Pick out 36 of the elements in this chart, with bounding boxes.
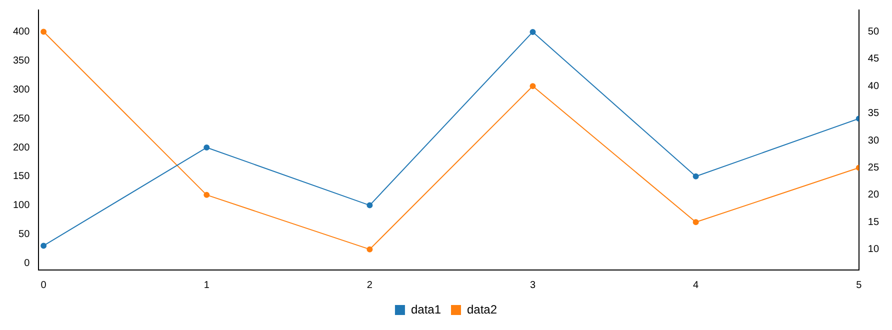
point xyxy=(40,28,47,35)
y2-tick-label: 25 xyxy=(868,162,880,174)
y-tick-label: 200 xyxy=(12,142,30,154)
x-tick-label: 1 xyxy=(204,280,210,291)
point xyxy=(366,202,373,208)
point xyxy=(40,242,47,249)
point xyxy=(366,246,373,252)
y-tick-label: 50 xyxy=(18,228,30,240)
legend-label: data1 xyxy=(410,302,442,316)
point xyxy=(530,83,536,90)
point xyxy=(204,144,210,151)
y2-tick-label: 45 xyxy=(868,54,880,65)
point xyxy=(692,173,699,180)
y2-tick-label: 50 xyxy=(868,26,880,38)
y-tick-label: 400 xyxy=(12,26,30,38)
y-tick-label: 300 xyxy=(12,84,30,96)
y-tick-label: 250 xyxy=(12,113,30,124)
legend-label: data2 xyxy=(467,302,498,316)
y-tick-label: 350 xyxy=(12,56,30,67)
point xyxy=(204,192,210,198)
y2-tick-label: 20 xyxy=(868,190,880,201)
point xyxy=(692,219,699,226)
y-tick-label: 100 xyxy=(12,200,30,212)
y2-tick-label: 35 xyxy=(868,108,880,120)
y2-tick-label: 30 xyxy=(868,135,880,146)
y-tick-label: 150 xyxy=(12,171,30,182)
point xyxy=(530,28,536,35)
x-tick-label: 2 xyxy=(366,280,373,291)
x-tick-label: 0 xyxy=(40,280,47,291)
y2-tick-label: 40 xyxy=(868,80,880,92)
y2-tick-label: 10 xyxy=(868,244,880,256)
x-tick-label: 5 xyxy=(856,280,862,291)
y-tick-label: 0 xyxy=(24,258,30,269)
y2-tick-label: 15 xyxy=(868,216,880,228)
x-tick-label: 4 xyxy=(693,280,700,291)
x-tick-label: 3 xyxy=(530,280,536,291)
